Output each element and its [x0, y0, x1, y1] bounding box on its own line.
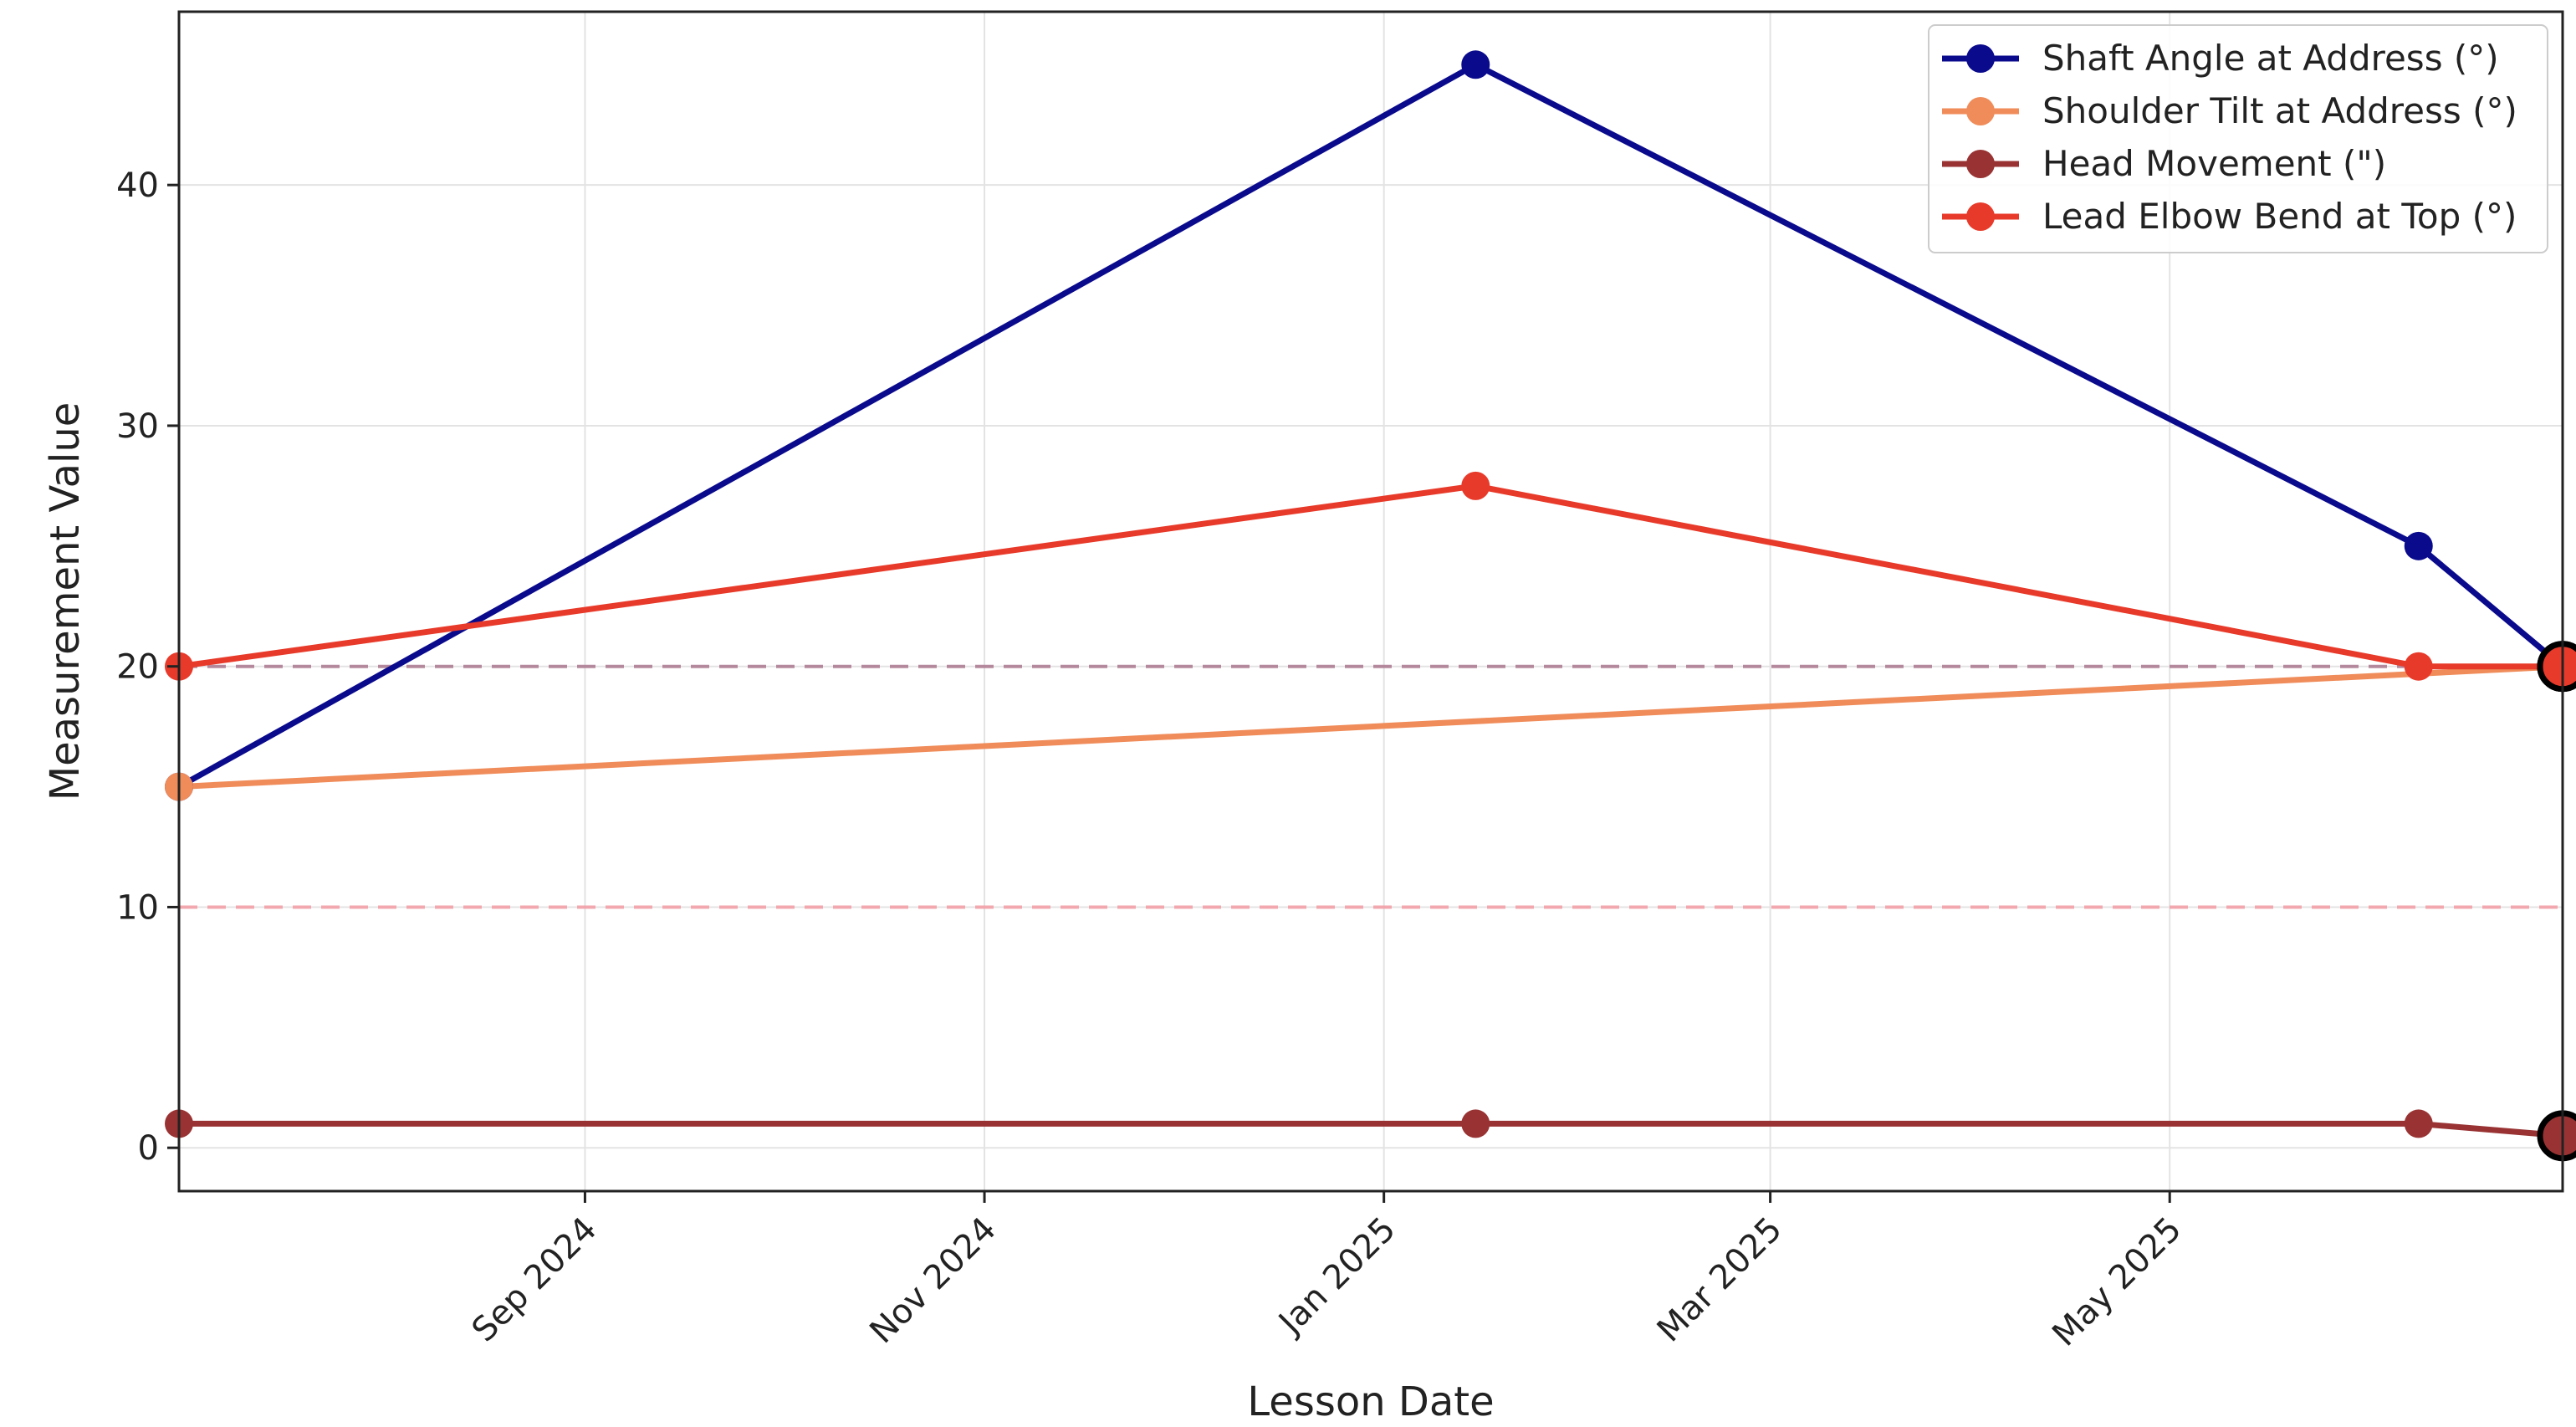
data-point — [1461, 1109, 1490, 1138]
plot-area-frame — [177, 10, 2564, 1193]
series-line — [179, 1120, 2563, 1139]
legend-marker — [1966, 44, 1995, 73]
data-point — [2404, 531, 2433, 560]
data-point — [2404, 1109, 2433, 1138]
legend-entry-label: Lead Elbow Bend at Top (°) — [2042, 196, 2517, 237]
legend-marker — [1966, 97, 1995, 125]
y-axis-label: Measurement Value — [42, 402, 89, 801]
legend-entry-label: Shoulder Tilt at Address (°) — [2042, 90, 2517, 131]
data-point — [2404, 652, 2433, 681]
y-tick-label: 10 — [116, 888, 159, 927]
legend-entry-label: Head Movement (") — [2042, 143, 2386, 184]
data-point — [1461, 471, 1490, 500]
series-line — [178, 483, 2563, 670]
legend-entry-label: Shaft Angle at Address (°) — [2042, 38, 2499, 79]
legend: Shaft Angle at Address (°) Shoulder Tilt … — [1928, 24, 2548, 253]
legend-marker — [1966, 202, 1995, 231]
y-tick-label: 30 — [116, 407, 159, 446]
legend-marker — [1966, 150, 1995, 178]
data-point — [1461, 50, 1490, 79]
highlighted-data-point — [2537, 641, 2576, 693]
highlighted-data-point — [2537, 1110, 2576, 1162]
x-axis-label: Lesson Date — [1247, 1378, 1494, 1425]
y-tick-label: 0 — [138, 1129, 159, 1168]
y-tick-label: 40 — [116, 166, 159, 205]
series-line — [178, 663, 2563, 790]
series-line — [177, 61, 2565, 790]
legend-box — [1928, 24, 2548, 253]
y-tick-label: 20 — [116, 648, 159, 687]
